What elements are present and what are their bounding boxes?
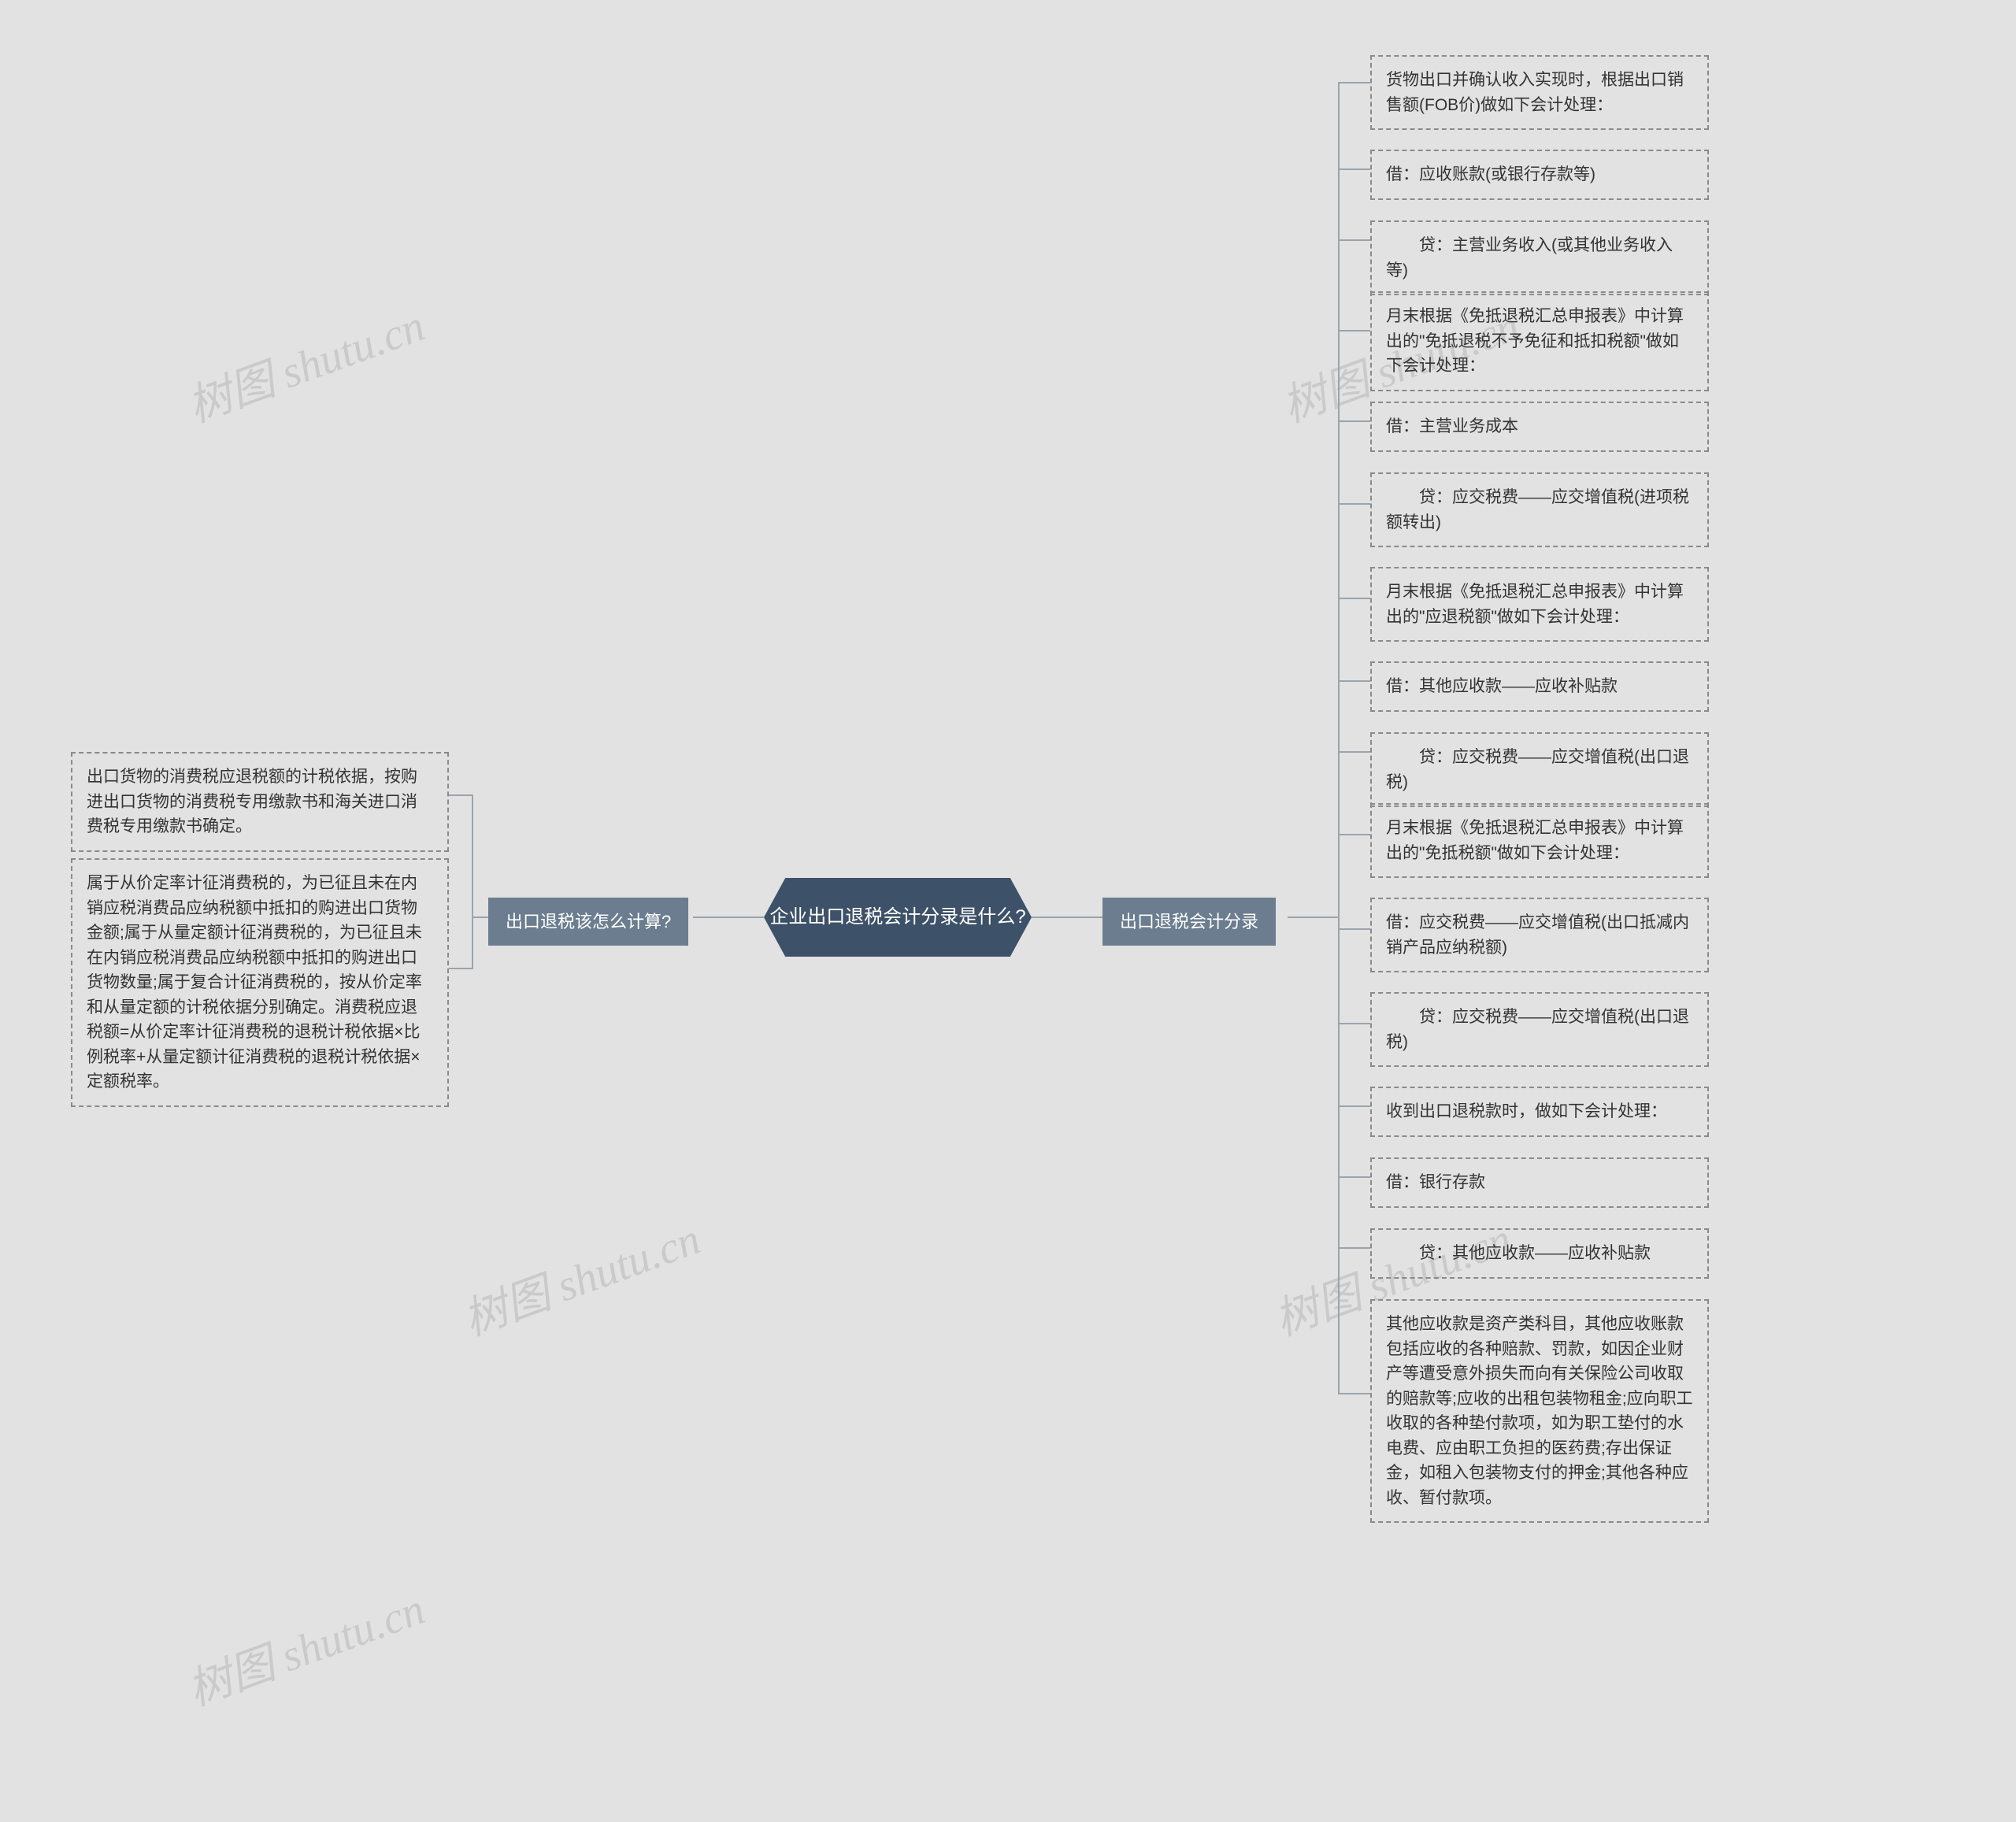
leaf-right-6: 月末根据《免抵退税汇总申报表》中计算出的"应退税额"做如下会计处理： xyxy=(1370,567,1709,642)
leaf-text: 借：应收账款(或银行存款等) xyxy=(1386,165,1595,183)
leaf-right-11: 贷：应交税费——应交增值税(出口退税) xyxy=(1370,992,1709,1067)
leaf-text: 贷：应交税费——应交增值税(出口退税) xyxy=(1386,748,1689,791)
watermark: 树图 shutu.cn xyxy=(178,291,432,435)
leaf-text: 借：其他应收款——应收补贴款 xyxy=(1386,677,1618,695)
watermark: 树图 shutu.cn xyxy=(454,1204,708,1349)
leaf-text: 借：主营业务成本 xyxy=(1386,417,1518,435)
branch-left-label: 出口退税该怎么计算? xyxy=(506,912,671,931)
leaf-right-13: 借：银行存款 xyxy=(1370,1157,1709,1208)
leaf-text: 属于从价定率计征消费税的，为已征且未在内销应税消费品应纳税额中抵扣的购进出口货物… xyxy=(87,874,422,1091)
branch-left: 出口退税该怎么计算? xyxy=(488,898,688,946)
leaf-right-3: 月末根据《免抵退税汇总申报表》中计算出的"免抵退税不予免征和抵扣税额"做如下会计… xyxy=(1370,291,1709,391)
root-node: 企业出口退税会计分录是什么? xyxy=(764,878,1032,957)
leaf-text: 月末根据《免抵退税汇总申报表》中计算出的"免抵税额"做如下会计处理： xyxy=(1386,819,1684,862)
leaf-text: 收到出口退税款时，做如下会计处理： xyxy=(1386,1102,1667,1120)
leaf-text: 贷：应交税费——应交增值税(进项税额转出) xyxy=(1386,488,1689,531)
leaf-text: 货物出口并确认收入实现时，根据出口销售额(FOB价)做如下会计处理： xyxy=(1386,71,1684,114)
leaf-right-8: 贷：应交税费——应交增值税(出口退税) xyxy=(1370,732,1709,807)
leaf-text: 贷：应交税费——应交增值税(出口退税) xyxy=(1386,1008,1689,1051)
leaf-right-12: 收到出口退税款时，做如下会计处理： xyxy=(1370,1087,1709,1137)
leaf-text: 借：银行存款 xyxy=(1386,1173,1485,1191)
leaf-right-7: 借：其他应收款——应收补贴款 xyxy=(1370,661,1709,712)
leaf-text: 月末根据《免抵退税汇总申报表》中计算出的"应退税额"做如下会计处理： xyxy=(1386,583,1684,626)
branch-right: 出口退税会计分录 xyxy=(1102,898,1276,946)
leaf-text: 月末根据《免抵退税汇总申报表》中计算出的"免抵退税不予免征和抵扣税额"做如下会计… xyxy=(1386,307,1684,375)
leaf-right-2: 贷：主营业务收入(或其他业务收入等) xyxy=(1370,220,1709,295)
leaf-right-1: 借：应收账款(或银行存款等) xyxy=(1370,150,1709,200)
branch-right-label: 出口退税会计分录 xyxy=(1120,912,1258,931)
leaf-right-14: 贷：其他应收款——应收补贴款 xyxy=(1370,1228,1709,1279)
leaf-left-1: 属于从价定率计征消费税的，为已征且未在内销应税消费品应纳税额中抵扣的购进出口货物… xyxy=(71,858,449,1107)
leaf-text: 贷：主营业务收入(或其他业务收入等) xyxy=(1386,236,1673,280)
leaf-right-0: 货物出口并确认收入实现时，根据出口销售额(FOB价)做如下会计处理： xyxy=(1370,55,1709,130)
root-label: 企业出口退税会计分录是什么? xyxy=(769,903,1025,931)
leaf-left-0: 出口货物的消费税应退税额的计税依据，按购进出口货物的消费税专用缴款书和海关进口消… xyxy=(71,752,449,852)
leaf-right-9: 月末根据《免抵退税汇总申报表》中计算出的"免抵税额"做如下会计处理： xyxy=(1370,803,1709,878)
leaf-right-15: 其他应收款是资产类科目，其他应收账款包括应收的各种赔款、罚款，如因企业财产等遭受… xyxy=(1370,1299,1709,1523)
leaf-text: 出口货物的消费税应退税额的计税依据，按购进出口货物的消费税专用缴款书和海关进口消… xyxy=(87,768,417,835)
leaf-right-5: 贷：应交税费——应交增值税(进项税额转出) xyxy=(1370,472,1709,547)
watermark: 树图 shutu.cn xyxy=(178,1574,432,1719)
leaf-right-10: 借：应交税费——应交增值税(出口抵减内销产品应纳税额) xyxy=(1370,898,1709,972)
leaf-text: 贷：其他应收款——应收补贴款 xyxy=(1386,1244,1651,1262)
leaf-text: 其他应收款是资产类科目，其他应收账款包括应收的各种赔款、罚款，如因企业财产等遭受… xyxy=(1386,1315,1693,1507)
leaf-right-4: 借：主营业务成本 xyxy=(1370,402,1709,452)
leaf-text: 借：应交税费——应交增值税(出口抵减内销产品应纳税额) xyxy=(1386,913,1689,957)
